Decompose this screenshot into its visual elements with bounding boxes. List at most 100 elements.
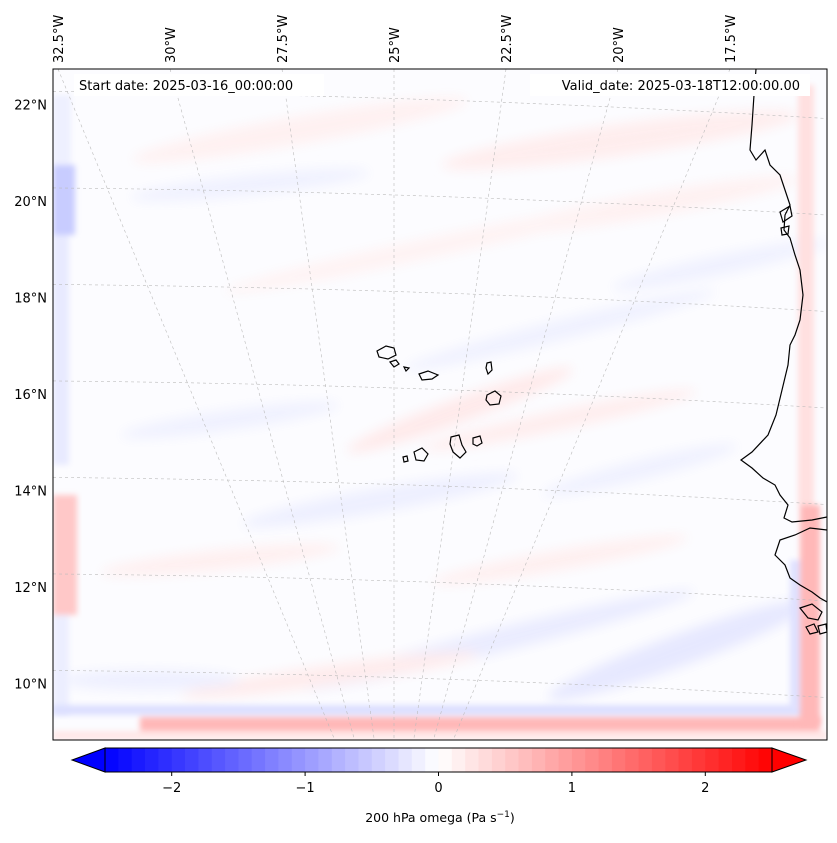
valid-date-box: [530, 74, 810, 96]
longitude-label: 25°W: [388, 27, 403, 63]
parallel-line: [53, 573, 827, 602]
omega-field: [53, 69, 827, 740]
parallel-line: [53, 477, 827, 505]
colorbar-ticks: −2 −1 0 1 2: [162, 772, 709, 796]
colorbar-label-unit-exponent: −1: [497, 810, 510, 820]
african-coastline: [739, 69, 827, 523]
parallel-line: [53, 284, 827, 312]
colorbar-cell: [478, 748, 493, 772]
colorbar-label: 200 hPa omega (Pa s−1): [365, 810, 515, 825]
colorbar-cell: [265, 748, 280, 772]
colorbar-cell: [651, 748, 666, 772]
island-brava: [402, 455, 409, 463]
colorbar-cell: [238, 748, 253, 772]
colorbar-cell: [305, 748, 320, 772]
colorbar-cell: [531, 748, 546, 772]
parallel-line: [53, 380, 827, 409]
bijagos-islands: [805, 623, 827, 635]
senegal-gambia-coast: [774, 527, 827, 603]
colorbar-cell: [585, 748, 600, 772]
colorbar-cell: [225, 748, 239, 772]
colorbar-low-extension: [70, 747, 106, 773]
island-fogo: [413, 447, 429, 462]
colorbar-label-text: 200 hPa omega (Pa s: [365, 810, 496, 825]
colorbar-cell: [705, 748, 720, 772]
map-frame: [52, 68, 828, 741]
longitude-label: 27.5°W: [276, 15, 291, 63]
colorbar-cell: [691, 748, 706, 772]
colorbar-cell: [625, 748, 640, 772]
colorbar-cell: [318, 748, 333, 772]
start-date-box: [74, 74, 324, 96]
coastline: [739, 69, 827, 635]
island-santiago: [449, 434, 467, 459]
colorbar-cell: [278, 748, 293, 772]
island-santo-antao: [376, 345, 397, 360]
valid-date-label: Valid_date: 2025-03-18T12:00:00.00: [562, 79, 800, 94]
latitude-labels: 22°N 20°N 18°N 16°N 14°N 12°N 10°N: [14, 98, 47, 692]
colorbar-tick-label: 2: [701, 781, 709, 796]
colorbar-cell: [251, 748, 266, 772]
latitude-label: 16°N: [14, 388, 47, 403]
island-sal: [485, 361, 493, 376]
colorbar-cell: [345, 748, 360, 772]
island-boa-vista: [485, 390, 502, 406]
colorbar-cell: [465, 748, 480, 772]
colorbar-cell: [731, 748, 746, 772]
colorbar-cell: [571, 748, 586, 772]
island-maio: [472, 435, 483, 447]
arguin-island: [779, 205, 793, 223]
colorbar-cell: [545, 748, 560, 772]
colorbar-cell: [665, 748, 680, 772]
cape-verde-islands: [376, 345, 502, 463]
colorbar-cell: [131, 748, 146, 772]
latitude-label: 18°N: [14, 291, 47, 306]
colorbar-cell: [158, 748, 173, 772]
colorbar-cell: [425, 748, 440, 772]
longitude-label: 17.5°W: [724, 15, 739, 63]
colorbar-cell: [678, 748, 693, 772]
meridian-line: [452, 69, 731, 740]
colorbar-cell: [745, 748, 760, 772]
parallel-line: [53, 187, 827, 216]
longitude-labels: 32.5°W 30°W 27.5°W 25°W 22.5°W 20°W 17.5°W: [52, 15, 739, 63]
colorbar-cell: [505, 748, 520, 772]
guinea-bissau-coast: [798, 603, 823, 621]
latitude-label: 22°N: [14, 98, 47, 113]
colorbar-cell: [105, 748, 119, 772]
meridian-line: [57, 69, 336, 740]
latitude-label: 10°N: [14, 677, 47, 692]
colorbar-cell: [718, 748, 733, 772]
colorbar-cell: [385, 748, 400, 772]
colorbar-label-close: ): [510, 810, 515, 825]
latitude-label: 12°N: [14, 581, 47, 596]
colorbar-cell: [145, 748, 159, 772]
colorbar-cell: [185, 748, 199, 772]
longitude-label: 22.5°W: [500, 15, 515, 63]
colorbar-cell: [491, 748, 506, 772]
colorbar-cell: [518, 748, 533, 772]
start-date-label: Start date: 2025-03-16_00:00:00: [79, 79, 293, 94]
colorbar-cell: [398, 748, 413, 772]
island-sao-nicolau: [418, 370, 440, 381]
colorbar-cell: [558, 748, 573, 772]
colorbar-cell: [198, 748, 213, 772]
parallel-line: [53, 670, 827, 698]
colorbar-cell: [411, 748, 426, 772]
colorbar-tick-label: −2: [162, 781, 181, 796]
colorbar-tick-label: −1: [296, 781, 315, 796]
colorbar-cell: [358, 748, 373, 772]
colorbar-cell: [451, 748, 466, 772]
longitude-label: 20°W: [612, 27, 627, 63]
colorbar-high-extension: [771, 747, 808, 773]
map-panel: Start date: 2025-03-16_00:00:00 Valid_da…: [52, 68, 828, 741]
meridian-line: [281, 69, 375, 740]
colorbar-cell: [758, 748, 773, 772]
colorbar: −2 −1 0 1 2 200 hPa omega (Pa s−1): [70, 747, 808, 825]
latitude-label: 14°N: [14, 484, 47, 499]
island-santa-luzia: [402, 366, 411, 373]
island-sao-vicente: [388, 359, 400, 368]
longitude-label: 32.5°W: [52, 15, 67, 63]
